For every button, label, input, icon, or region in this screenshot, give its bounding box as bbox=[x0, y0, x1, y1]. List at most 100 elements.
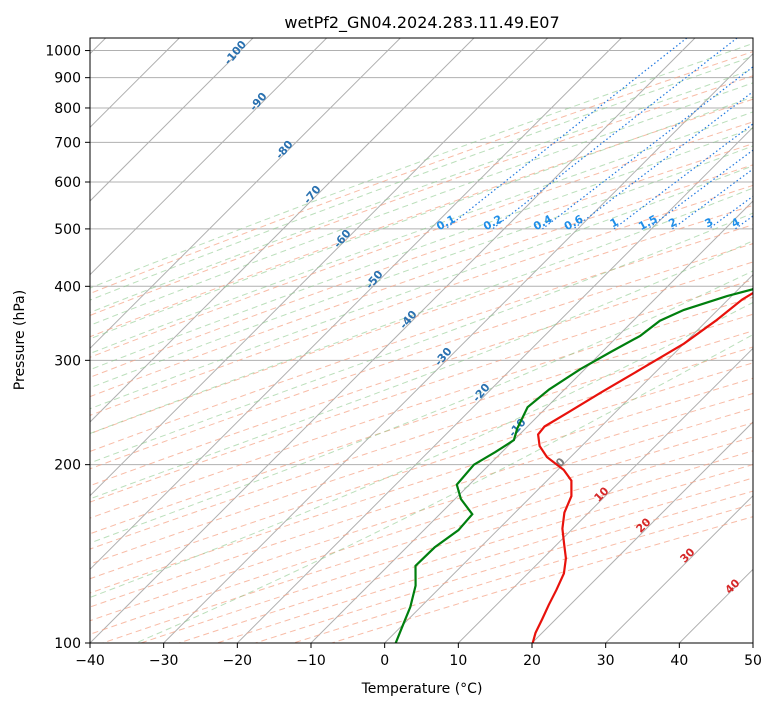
y-tick-label: 900 bbox=[54, 71, 81, 87]
chart-title: wetPf2_GN04.2024.283.11.49.E07 bbox=[284, 13, 559, 33]
isotherm-gridline bbox=[90, 38, 549, 497]
dry-adiabat-line bbox=[90, 164, 753, 398]
mixing-ratio-line bbox=[542, 66, 753, 230]
moist-adiabat-line bbox=[90, 42, 753, 289]
dry-adiabat-line bbox=[90, 279, 753, 503]
y-tick-label: 500 bbox=[54, 222, 81, 238]
dry-adiabat-label: -50 bbox=[363, 268, 386, 292]
x-tick-label: 10 bbox=[449, 653, 467, 669]
dry-adiabat-line bbox=[331, 516, 753, 643]
dry-adiabat-line bbox=[90, 75, 753, 317]
dry-adiabat-line bbox=[90, 204, 753, 435]
y-tick-label: 800 bbox=[54, 101, 81, 117]
isotherm-gridline bbox=[605, 494, 753, 643]
dewpoint-line bbox=[394, 287, 753, 643]
moist-adiabat-line bbox=[90, 127, 753, 371]
mixing-ratio-line bbox=[613, 123, 753, 230]
mixing-ratio-line bbox=[492, 38, 738, 230]
isotherm-gridline bbox=[90, 38, 696, 643]
mixing-ratio-label: 1 bbox=[608, 215, 621, 230]
moist-adiabat-line bbox=[90, 55, 753, 301]
dry-adiabat-label: -40 bbox=[397, 308, 420, 332]
x-tick-label: −20 bbox=[223, 653, 253, 669]
mixing-ratio-label: 3 bbox=[703, 215, 716, 230]
dry-adiabat-line bbox=[102, 436, 753, 643]
x-tick-label: −30 bbox=[149, 653, 179, 669]
dry-adiabat-line bbox=[90, 392, 753, 608]
mixing-ratio-label: 2 bbox=[666, 215, 679, 230]
dry-adiabat-label: -90 bbox=[247, 90, 270, 114]
isotherm-gridline bbox=[531, 421, 753, 643]
y-axis-title: Pressure (hPa) bbox=[12, 290, 28, 390]
y-tick-label: 700 bbox=[54, 135, 81, 151]
mixing-ratio-label: 0.2 bbox=[481, 212, 504, 233]
moist-adiabat-line bbox=[135, 334, 753, 643]
x-tick-label: −10 bbox=[296, 653, 326, 669]
moist-adiabat-label: 10 bbox=[592, 484, 612, 504]
moist-adiabat-line bbox=[90, 145, 753, 389]
moist-adiabat-line bbox=[90, 68, 753, 314]
dry-adiabat-line bbox=[90, 362, 753, 580]
plot-frame bbox=[89, 37, 754, 644]
isotherm-gridline bbox=[90, 38, 622, 571]
moist-adiabat-label: 40 bbox=[723, 576, 743, 596]
moist-adiabat-label: 20 bbox=[634, 515, 654, 535]
mixing-ratio-line bbox=[734, 215, 753, 230]
y-tick-label: 1000 bbox=[45, 44, 81, 60]
mixing-ratio-label: 1.5 bbox=[636, 212, 659, 233]
y-tick-label: 600 bbox=[54, 175, 81, 191]
isotherm-gridline bbox=[90, 38, 328, 276]
dry-adiabat-label: -60 bbox=[331, 227, 354, 251]
dry-adiabat-line bbox=[90, 330, 753, 550]
x-tick-label: 40 bbox=[670, 653, 688, 669]
dry-adiabat-line bbox=[90, 377, 753, 594]
isotherm-gridline bbox=[752, 642, 753, 643]
mixing-ratio-label: 0.6 bbox=[562, 212, 586, 233]
isotherm-gridline bbox=[457, 347, 753, 643]
moist-adiabat-line bbox=[90, 165, 753, 410]
mixing-ratio-label: 0.1 bbox=[434, 212, 457, 233]
x-tick-label: 0 bbox=[380, 653, 389, 669]
moist-adiabat-line bbox=[90, 82, 753, 326]
dry-adiabat-line bbox=[293, 503, 753, 643]
dry-adiabat-line bbox=[90, 243, 753, 470]
y-tick-label: 100 bbox=[54, 636, 81, 652]
isotherm-gridline bbox=[310, 200, 753, 643]
mixing-ratio-label: 6 bbox=[768, 215, 775, 230]
dry-adiabat-line bbox=[90, 184, 753, 416]
moist-adiabat-label: 30 bbox=[678, 545, 698, 565]
dry-adiabat-line bbox=[90, 143, 753, 378]
moist-adiabat-line bbox=[90, 96, 753, 340]
temperature-line bbox=[531, 291, 753, 643]
dry-adiabat-label: -70 bbox=[301, 183, 324, 207]
dry-adiabat-line bbox=[90, 121, 753, 358]
isotherm-gridline bbox=[384, 273, 753, 643]
mixing-ratio-line bbox=[572, 90, 753, 230]
isotherm-gridline bbox=[90, 38, 475, 423]
y-tick-label: 400 bbox=[54, 279, 81, 295]
dry-adiabat-label: -20 bbox=[470, 381, 493, 405]
moist-adiabat-line bbox=[90, 301, 753, 598]
x-tick-label: 30 bbox=[597, 653, 615, 669]
isotherm-gridline bbox=[236, 126, 753, 643]
moist-adiabat-line bbox=[90, 111, 753, 355]
dry-adiabat-line bbox=[90, 224, 753, 452]
x-tick-label: −40 bbox=[75, 653, 105, 669]
mixing-ratio-label: 4 bbox=[729, 215, 742, 230]
dry-adiabat-line bbox=[90, 313, 753, 535]
mixing-ratio-label: 0.4 bbox=[531, 212, 555, 233]
dry-adiabat-line bbox=[90, 98, 753, 338]
dry-adiabat-line bbox=[90, 296, 753, 519]
moist-adiabat-line bbox=[90, 187, 753, 435]
moist-adiabat-line bbox=[90, 240, 753, 500]
x-tick-label: 50 bbox=[744, 653, 762, 669]
isotherm-gridline bbox=[90, 38, 401, 350]
y-tick-label: 200 bbox=[54, 458, 81, 474]
isotherm-gridline bbox=[90, 38, 254, 202]
isotherm-gridline bbox=[163, 52, 753, 643]
dry-adiabat-line bbox=[90, 51, 753, 295]
x-tick-label: 20 bbox=[523, 653, 541, 669]
mixing-ratio-line bbox=[672, 168, 753, 230]
dry-adiabat-line bbox=[90, 261, 753, 487]
